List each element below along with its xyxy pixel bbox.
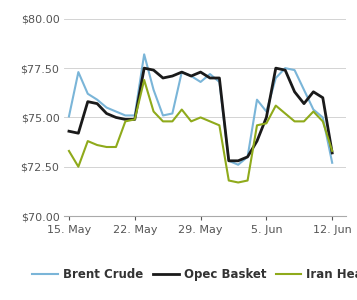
Iran Heavy [264,122,268,125]
Iran Heavy [217,124,221,127]
Brent Crude [170,112,175,115]
Line: Iran Heavy: Iran Heavy [69,80,332,182]
Opec Basket [255,139,259,143]
Iran Heavy [321,120,325,123]
Brent Crude [151,88,156,92]
Opec Basket [67,129,71,133]
Iran Heavy [151,110,156,113]
Iran Heavy [67,149,71,153]
Brent Crude [255,98,259,101]
Iran Heavy [180,108,184,111]
Opec Basket [161,76,165,80]
Brent Crude [264,110,268,113]
Brent Crude [321,116,325,119]
Brent Crude [246,155,250,159]
Opec Basket [189,74,193,78]
Brent Crude [311,108,316,111]
Iran Heavy [95,143,99,147]
Opec Basket [227,159,231,163]
Iran Heavy [227,179,231,182]
Brent Crude [86,92,90,96]
Brent Crude [114,110,118,113]
Iran Heavy [123,120,127,123]
Opec Basket [76,131,80,135]
Opec Basket [180,70,184,74]
Opec Basket [311,90,316,94]
Iran Heavy [161,120,165,123]
Opec Basket [208,76,212,80]
Brent Crude [76,70,80,74]
Opec Basket [104,112,109,115]
Line: Opec Basket: Opec Basket [69,68,332,161]
Brent Crude [302,88,306,92]
Opec Basket [292,90,297,94]
Opec Basket [170,74,175,78]
Brent Crude [180,70,184,74]
Opec Basket [123,118,127,121]
Iran Heavy [104,145,109,149]
Opec Basket [114,116,118,119]
Opec Basket [151,68,156,72]
Iran Heavy [208,120,212,123]
Opec Basket [236,159,240,163]
Iran Heavy [114,145,118,149]
Iran Heavy [246,179,250,182]
Brent Crude [132,114,137,117]
Brent Crude [208,72,212,76]
Brent Crude [227,159,231,163]
Brent Crude [217,80,221,84]
Iran Heavy [170,120,175,123]
Brent Crude [236,163,240,166]
Brent Crude [104,106,109,110]
Brent Crude [189,74,193,78]
Iran Heavy [255,124,259,127]
Iran Heavy [198,116,203,119]
Opec Basket [246,155,250,159]
Iran Heavy [132,118,137,121]
Opec Basket [198,70,203,74]
Brent Crude [292,68,297,72]
Iran Heavy [274,104,278,107]
Opec Basket [302,102,306,105]
Opec Basket [264,116,268,119]
Iran Heavy [142,78,146,82]
Brent Crude [67,115,71,118]
Iran Heavy [292,120,297,123]
Iran Heavy [86,139,90,143]
Line: Brent Crude: Brent Crude [69,54,332,165]
Opec Basket [274,66,278,70]
Iran Heavy [330,149,334,153]
Opec Basket [217,76,221,80]
Brent Crude [198,80,203,84]
Iran Heavy [283,112,287,115]
Brent Crude [95,98,99,101]
Iran Heavy [189,120,193,123]
Opec Basket [86,100,90,103]
Opec Basket [132,118,137,121]
Opec Basket [142,66,146,70]
Brent Crude [274,76,278,80]
Opec Basket [95,102,99,105]
Brent Crude [330,161,334,165]
Iran Heavy [76,165,80,169]
Opec Basket [283,68,287,72]
Iran Heavy [236,181,240,184]
Brent Crude [283,66,287,70]
Iran Heavy [311,110,316,113]
Legend: Brent Crude, Opec Basket, Iran Heavy: Brent Crude, Opec Basket, Iran Heavy [28,263,357,286]
Brent Crude [142,52,146,56]
Opec Basket [321,96,325,100]
Opec Basket [330,151,334,155]
Brent Crude [123,114,127,117]
Brent Crude [161,114,165,117]
Iran Heavy [302,120,306,123]
